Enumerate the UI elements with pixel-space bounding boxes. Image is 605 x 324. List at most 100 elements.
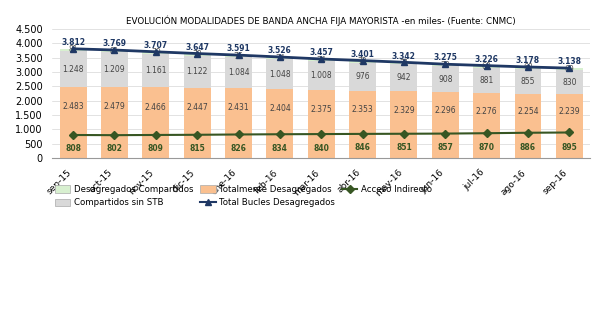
Bar: [101, 52, 128, 87]
Bar: [514, 69, 541, 94]
Text: 1.248: 1.248: [62, 64, 84, 74]
Text: 69: 69: [482, 62, 491, 71]
Text: 74: 74: [316, 55, 326, 64]
Bar: [390, 62, 417, 64]
Text: 3.401: 3.401: [351, 50, 374, 59]
Text: 3.226: 3.226: [475, 55, 499, 64]
Text: 79: 79: [151, 49, 161, 57]
Bar: [349, 61, 376, 63]
Text: 886: 886: [520, 143, 536, 152]
Bar: [266, 57, 293, 59]
Bar: [556, 70, 583, 94]
Text: 3.812: 3.812: [61, 38, 85, 47]
Bar: [60, 87, 87, 158]
Text: 3.275: 3.275: [433, 53, 457, 63]
Text: 2.296: 2.296: [434, 106, 456, 115]
Bar: [432, 66, 459, 92]
Text: 851: 851: [396, 144, 412, 152]
Bar: [556, 68, 583, 70]
Legend: Desagregados Compartidos, Compartidos sin STB, Totalmente Desagregados, Total Bu: Desagregados Compartidos, Compartidos si…: [51, 181, 435, 211]
Text: 72: 72: [358, 57, 367, 66]
Text: 2.447: 2.447: [186, 103, 208, 112]
Text: 68: 68: [523, 64, 533, 73]
Text: 3.769: 3.769: [102, 39, 126, 48]
Text: 2.483: 2.483: [62, 102, 84, 111]
Text: 881: 881: [480, 76, 494, 85]
Bar: [225, 57, 252, 88]
Text: 2.239: 2.239: [558, 108, 580, 116]
Bar: [390, 64, 417, 91]
Bar: [184, 88, 211, 158]
Text: 3.707: 3.707: [144, 41, 168, 50]
Text: 71: 71: [399, 59, 409, 68]
Bar: [432, 92, 459, 158]
Text: 808: 808: [65, 144, 81, 153]
Bar: [556, 94, 583, 158]
Text: 908: 908: [438, 75, 453, 84]
Text: 826: 826: [231, 144, 246, 153]
Bar: [142, 52, 169, 54]
Text: 3.647: 3.647: [185, 43, 209, 52]
Text: 74: 74: [275, 53, 285, 63]
Text: 70: 70: [440, 61, 450, 70]
Text: 846: 846: [355, 144, 370, 153]
Text: 2.276: 2.276: [476, 107, 497, 116]
Text: 857: 857: [437, 143, 453, 152]
Text: 834: 834: [272, 144, 288, 153]
Text: 802: 802: [106, 144, 122, 153]
Text: 1.048: 1.048: [269, 70, 290, 79]
Bar: [101, 50, 128, 52]
Text: 809: 809: [148, 144, 164, 153]
Text: 1.209: 1.209: [103, 65, 125, 74]
Text: 2.375: 2.375: [310, 105, 332, 114]
Text: 3.342: 3.342: [392, 52, 416, 61]
Bar: [473, 68, 500, 93]
Text: 2.431: 2.431: [227, 103, 249, 112]
Text: 3.138: 3.138: [557, 57, 581, 66]
Text: 3.591: 3.591: [227, 44, 250, 53]
Text: 855: 855: [521, 77, 535, 86]
Bar: [308, 90, 335, 158]
Text: 3.457: 3.457: [309, 48, 333, 57]
Bar: [514, 67, 541, 69]
Bar: [308, 61, 335, 90]
Bar: [349, 91, 376, 158]
Text: 3.526: 3.526: [268, 46, 292, 55]
Text: 2.254: 2.254: [517, 107, 539, 116]
Bar: [142, 54, 169, 87]
Bar: [60, 49, 87, 51]
Title: EVOLUCIÓN MODALIDADES DE BANDA ANCHA FIJA MAYORISTA -en miles- (Fuente: CNMC): EVOLUCIÓN MODALIDADES DE BANDA ANCHA FIJ…: [126, 15, 516, 26]
Bar: [142, 87, 169, 158]
Text: 2.404: 2.404: [269, 104, 291, 113]
Text: 976: 976: [355, 72, 370, 81]
Bar: [266, 89, 293, 158]
Bar: [473, 93, 500, 158]
Text: 870: 870: [479, 143, 495, 152]
Text: 3.178: 3.178: [516, 56, 540, 65]
Text: 1.122: 1.122: [186, 67, 208, 76]
Text: 830: 830: [562, 77, 577, 87]
Text: 2.466: 2.466: [145, 103, 167, 112]
Bar: [101, 87, 128, 158]
Text: 69: 69: [564, 64, 574, 74]
Bar: [225, 55, 252, 57]
Text: 1.161: 1.161: [145, 66, 166, 75]
Text: 78: 78: [192, 50, 202, 59]
Bar: [432, 64, 459, 66]
Text: 895: 895: [561, 143, 577, 152]
Text: 1.084: 1.084: [227, 68, 249, 77]
Text: 81: 81: [110, 47, 119, 56]
Text: 2.329: 2.329: [393, 106, 415, 115]
Bar: [349, 63, 376, 91]
Bar: [266, 59, 293, 89]
Text: 942: 942: [397, 73, 411, 82]
Text: 815: 815: [189, 144, 205, 153]
Bar: [184, 56, 211, 88]
Bar: [514, 94, 541, 158]
Bar: [225, 88, 252, 158]
Bar: [390, 91, 417, 158]
Text: 81: 81: [68, 45, 78, 54]
Text: 1.008: 1.008: [310, 71, 332, 80]
Text: 2.479: 2.479: [103, 102, 125, 111]
Bar: [308, 59, 335, 61]
